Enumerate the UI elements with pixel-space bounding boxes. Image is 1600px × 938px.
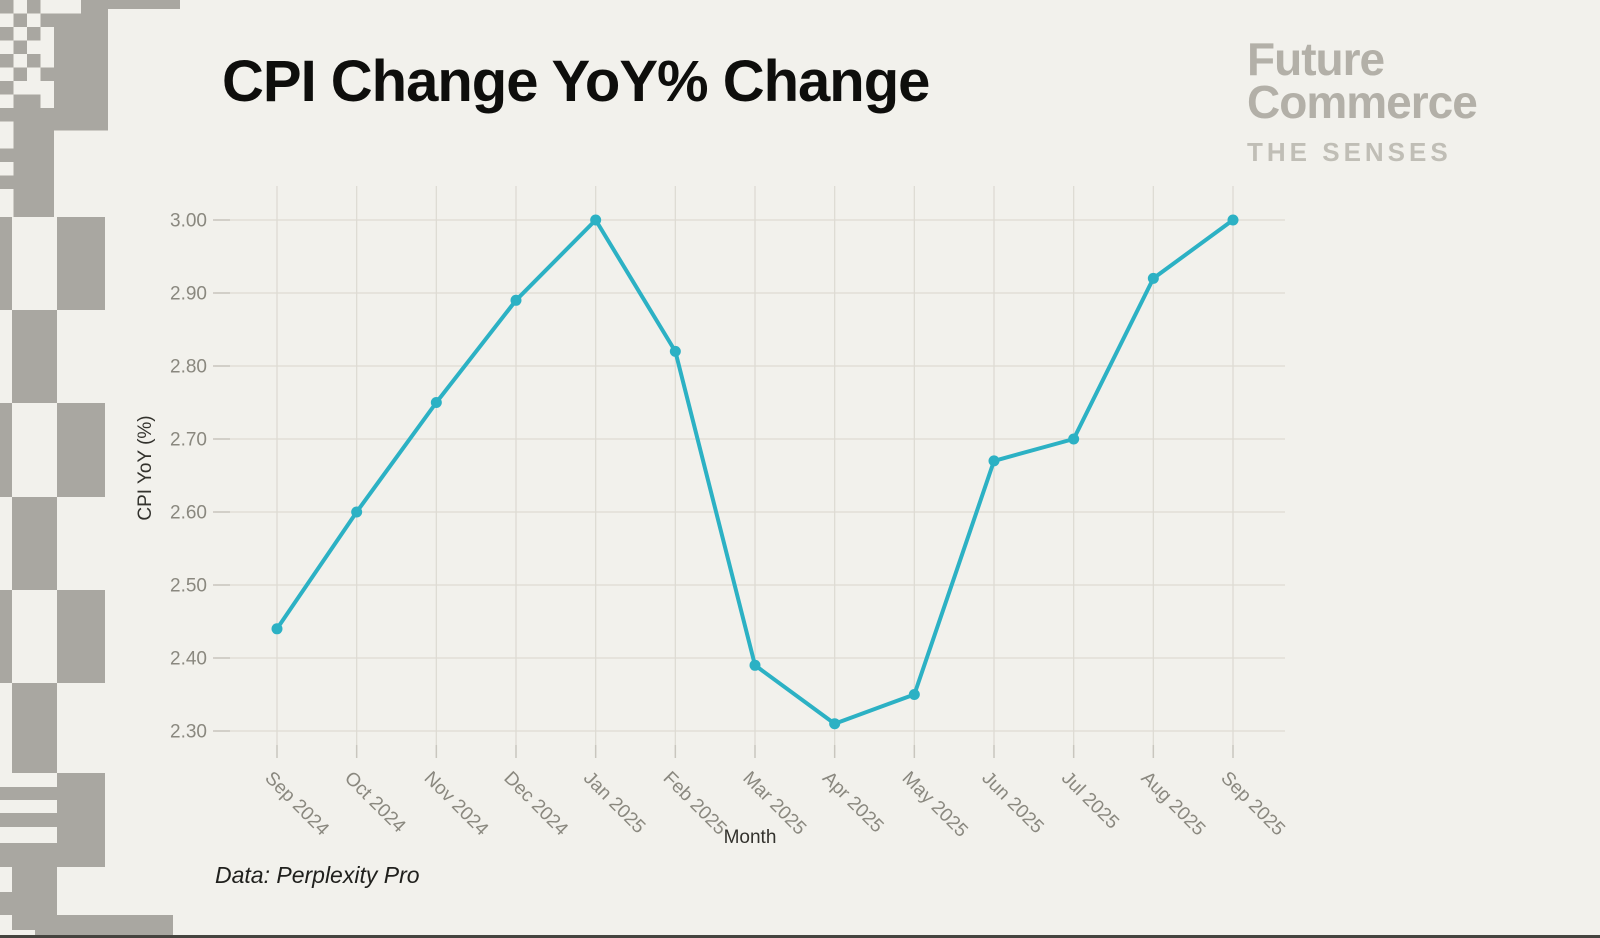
logo-tagline: THE SENSES [1247, 136, 1452, 167]
pattern-square [27, 27, 41, 41]
data-point-marker [351, 506, 363, 518]
pattern-square [0, 843, 57, 867]
pattern-square [13, 108, 54, 122]
pattern-square [13, 13, 27, 27]
page-title: CPI Change YoY% Change [222, 49, 930, 114]
x-tick-label: May 2025 [898, 768, 972, 842]
data-point-marker [510, 294, 522, 306]
y-tick-label: 2.30 [170, 722, 207, 743]
pattern-square [0, 892, 12, 915]
pattern-square [12, 497, 57, 590]
pattern-square [0, 54, 14, 68]
pattern-square [13, 40, 27, 54]
data-point-marker [988, 455, 1000, 467]
pattern-square [0, 27, 14, 41]
pattern-square [0, 217, 12, 310]
data-point-marker [908, 689, 920, 700]
y-tick-label: 2.50 [170, 576, 207, 597]
pattern-square [35, 915, 173, 938]
y-tick-label: 2.60 [170, 503, 207, 524]
logo-wordmark-line2: Commerce [1247, 75, 1478, 128]
pattern-square [40, 67, 54, 81]
pattern-square [0, 81, 14, 95]
x-tick-label: Aug 2025 [1137, 768, 1209, 840]
y-tick-label: 2.70 [170, 430, 207, 451]
x-tick-label: Feb 2025 [659, 768, 731, 840]
pattern-square [0, 148, 14, 162]
bottom-accent-bar [0, 935, 1600, 938]
data-point-marker [1147, 272, 1159, 284]
pattern-square [12, 310, 57, 403]
data-point-marker [590, 214, 602, 226]
data-point-marker [271, 623, 283, 635]
x-tick-label: Jul 2025 [1057, 768, 1123, 834]
pattern-square [0, 590, 12, 683]
data-point-marker [749, 659, 761, 671]
pattern-square [57, 590, 105, 683]
pattern-square [81, 0, 108, 14]
future-commerce-logo: Future Commerce THE SENSES [1247, 33, 1478, 167]
x-tick-label: Nov 2024 [420, 768, 493, 841]
pattern-square [0, 108, 14, 122]
pattern-square [57, 403, 105, 497]
y-tick-label: 2.90 [170, 284, 207, 305]
pattern-square [57, 773, 105, 867]
data-point-marker [430, 397, 442, 408]
data-point-marker [1227, 214, 1239, 226]
pattern-square [54, 13, 108, 131]
data-point-marker [829, 718, 841, 730]
data-point-marker [669, 345, 681, 357]
checkered-brand-pattern [0, 0, 180, 938]
pattern-square [0, 175, 14, 189]
x-tick-label: Apr 2025 [818, 768, 887, 837]
data-source-note: Data: Perplexity Pro [215, 862, 420, 888]
pattern-square [13, 67, 27, 81]
pattern-square [57, 217, 105, 310]
y-tick-label: 2.40 [170, 649, 207, 670]
y-tick-label: 3.00 [170, 211, 207, 232]
x-axis-title: Month [723, 827, 777, 848]
logo-wordmark-line1: Future [1247, 33, 1385, 85]
pattern-square [0, 813, 57, 827]
pattern-square [0, 787, 57, 800]
data-point-marker [1068, 433, 1080, 445]
pattern-square [108, 0, 180, 9]
x-tick-label: Sep 2025 [1216, 768, 1288, 840]
cpi-line-chart: 2.30 2.40 2.50 2.60 2.70 2.80 2.90 3.00 Sep 2024… [170, 186, 1289, 842]
x-tick-label: Jun 2025 [977, 768, 1047, 838]
y-tick-label: 2.80 [170, 357, 207, 378]
pattern-square [0, 403, 12, 497]
x-tick-label: Dec 2024 [499, 768, 572, 841]
y-axis-title: CPI YoY (%) [135, 415, 156, 521]
pattern-square [12, 683, 57, 773]
pattern-square [27, 54, 41, 68]
pattern-square [27, 0, 41, 14]
x-tick-label: Sep 2024 [260, 768, 333, 841]
pattern-square [40, 13, 54, 27]
pattern-square [13, 121, 54, 217]
x-tick-label: Jan 2025 [579, 768, 649, 838]
x-tick-label: Oct 2024 [340, 768, 410, 838]
pattern-square [13, 94, 41, 108]
pattern-square [0, 0, 14, 14]
